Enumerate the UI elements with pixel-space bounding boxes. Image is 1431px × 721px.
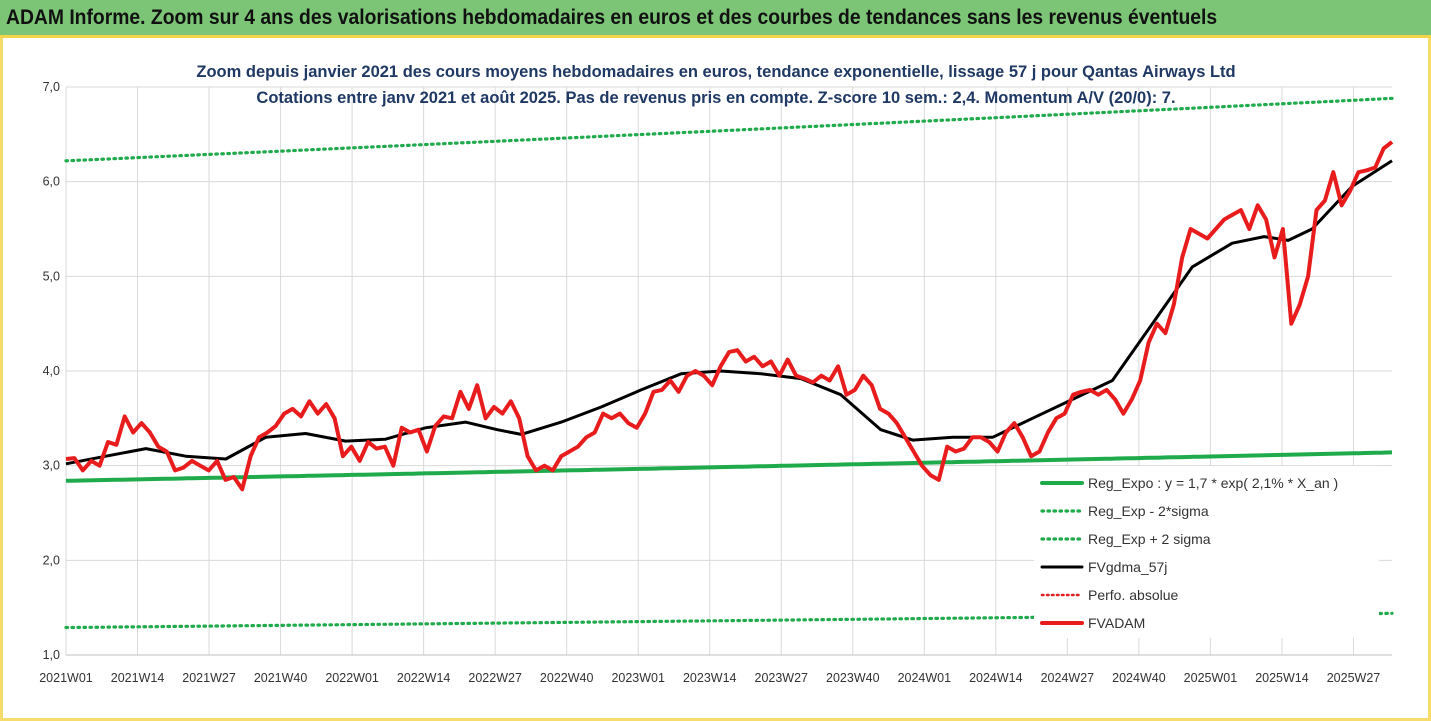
y-tick-label: 7,0: [43, 80, 60, 94]
legend-label: FVgdma_57j: [1088, 559, 1167, 575]
report-banner: ADAM Informe. Zoom sur 4 ans des valoris…: [0, 0, 1431, 38]
legend-label: Reg_Exp + 2 sigma: [1088, 531, 1211, 547]
x-tick-label: 2021W40: [254, 671, 308, 685]
legend-label: Reg_Exp - 2*sigma: [1088, 503, 1209, 519]
chart-legend: Reg_Expo : y = 1,7 * exp( 2,1% * X_an ) R…: [1034, 466, 1379, 638]
reg-expo-line: [65, 450, 1393, 483]
chart-title-line2: Cotations entre janv 2021 et août 2025. …: [256, 89, 1175, 107]
x-tick-label: 2022W01: [325, 671, 379, 685]
fvadam-line: [65, 140, 1394, 492]
legend-label: Perfo. absolue: [1088, 587, 1178, 603]
x-tick-label: 2024W40: [1112, 671, 1166, 685]
legend-label: FVADAM: [1088, 615, 1145, 631]
legend-label: Reg_Expo : y = 1,7 * exp( 2,1% * X_an ): [1088, 475, 1338, 491]
x-tick-label: 2021W01: [39, 671, 93, 685]
x-tick-label: 2025W27: [1327, 671, 1381, 685]
y-tick-label: 5,0: [43, 269, 60, 283]
x-tick-label: 2021W14: [111, 671, 165, 685]
x-tick-label: 2024W27: [1041, 671, 1095, 685]
y-tick-label: 3,0: [43, 459, 60, 473]
chart-frame: [0, 38, 1431, 721]
y-tick-label: 2,0: [43, 553, 60, 567]
x-tick-label: 2021W27: [182, 671, 236, 685]
chart-series: [64, 96, 1394, 630]
x-tick-label: 2024W01: [898, 671, 952, 685]
x-tick-label: 2023W01: [611, 671, 665, 685]
chart-title-line1: Zoom depuis janvier 2021 des cours moyen…: [196, 63, 1235, 81]
y-tick-label: 6,0: [43, 175, 60, 189]
y-tick-label: 4,0: [43, 364, 60, 378]
x-tick-label: 2022W27: [468, 671, 522, 685]
x-tick-label: 2023W40: [826, 671, 880, 685]
fvgdma-57j-line: [65, 159, 1393, 466]
y-tick-label: 1,0: [43, 648, 60, 662]
x-tick-label: 2023W14: [683, 671, 737, 685]
x-tick-label: 2022W40: [540, 671, 594, 685]
reg-exp-plus-2sigma-line: [64, 96, 1394, 163]
report-title: ADAM Informe. Zoom sur 4 ans des valoris…: [6, 6, 1218, 29]
x-tick-label: 2025W14: [1255, 671, 1309, 685]
y-axis-ticks: 1,0 2,0 3,0 4,0 5,0 6,0 7,0: [43, 80, 60, 662]
x-axis-ticks: 2021W01 2021W14 2021W27 2021W40 2022W01 2022W…: [39, 671, 1380, 685]
x-tick-label: 2025W01: [1184, 671, 1238, 685]
x-tick-label: 2024W14: [969, 671, 1023, 685]
x-tick-label: 2023W27: [755, 671, 809, 685]
legend-background: [1034, 466, 1379, 638]
x-tick-label: 2022W14: [397, 671, 451, 685]
